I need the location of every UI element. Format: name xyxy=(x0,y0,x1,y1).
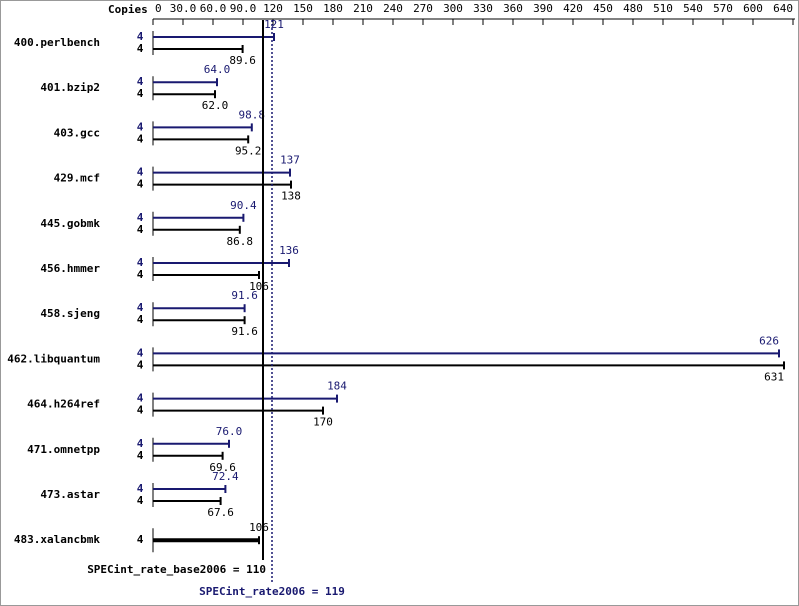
copies: 4 xyxy=(137,256,144,269)
x-tick-label: 30.0 xyxy=(170,2,197,15)
copies: 4 xyxy=(137,482,144,495)
copies: 4 xyxy=(137,392,144,405)
copies: 4 xyxy=(137,30,144,43)
category-label: 400.perlbench xyxy=(14,36,100,49)
value-label: 62.0 xyxy=(202,99,229,112)
value-label: 90.4 xyxy=(230,199,257,212)
reference-label: SPECint_rate_base2006 = 110 xyxy=(87,563,266,576)
category-label: 456.hmmer xyxy=(40,262,100,275)
copies: 4 xyxy=(137,87,144,100)
x-tick-label: 210 xyxy=(353,2,373,15)
category-label: 483.xalancbmk xyxy=(14,533,100,546)
x-tick-label: 450 xyxy=(593,2,613,15)
copies: 4 xyxy=(137,494,144,507)
category-label: 401.bzip2 xyxy=(40,81,100,94)
x-tick-label: 600 xyxy=(743,2,763,15)
x-tick-label: 390 xyxy=(533,2,553,15)
value-label: 67.6 xyxy=(207,506,234,519)
x-tick-label: 480 xyxy=(623,2,643,15)
x-tick-label: 120 xyxy=(263,2,283,15)
copies: 4 xyxy=(137,437,144,450)
x-tick-label: 90.0 xyxy=(230,2,257,15)
x-tick-label: 360 xyxy=(503,2,523,15)
category-label: 471.omnetpp xyxy=(27,443,100,456)
value-label: 136 xyxy=(279,244,299,257)
x-tick-label: 0 xyxy=(155,2,162,15)
value-label: 91.6 xyxy=(231,289,258,302)
copies: 4 xyxy=(137,404,144,417)
category-label: 429.mcf xyxy=(54,172,100,185)
copies: 4 xyxy=(137,346,144,359)
copies: 4 xyxy=(137,358,144,371)
category-label: 458.sjeng xyxy=(40,307,100,320)
value-label: 89.6 xyxy=(229,54,256,67)
reference-label: SPECint_rate2006 = 119 xyxy=(199,585,345,598)
copies: 4 xyxy=(137,132,144,145)
value-label: 184 xyxy=(327,380,347,393)
category-label: 445.gobmk xyxy=(40,217,100,230)
category-label: 464.h264ref xyxy=(27,398,100,411)
copies: 4 xyxy=(137,211,144,224)
copies-header: Copies xyxy=(108,3,148,16)
value-label: 106 xyxy=(249,521,269,534)
value-label: 121 xyxy=(264,18,284,31)
x-tick-label: 570 xyxy=(713,2,733,15)
copies: 4 xyxy=(137,223,144,236)
copies: 4 xyxy=(137,166,144,179)
x-tick-label: 180 xyxy=(323,2,343,15)
copies: 4 xyxy=(137,533,144,546)
category-label: 473.astar xyxy=(40,488,100,501)
x-tick-label: 270 xyxy=(413,2,433,15)
x-tick-label: 330 xyxy=(473,2,493,15)
copies: 4 xyxy=(137,313,144,326)
category-label: 462.libquantum xyxy=(7,352,100,365)
copies: 4 xyxy=(137,42,144,55)
value-label: 91.6 xyxy=(231,325,258,338)
x-tick-label: 150 xyxy=(293,2,313,15)
x-tick-label: 60.0 xyxy=(200,2,227,15)
copies: 4 xyxy=(137,178,144,191)
x-tick-label: 540 xyxy=(683,2,703,15)
value-label: 170 xyxy=(313,416,333,429)
value-label: 64.0 xyxy=(204,63,231,76)
copies: 4 xyxy=(137,268,144,281)
x-tick-label: 640 xyxy=(773,2,793,15)
value-label: 69.6 xyxy=(209,461,236,474)
x-tick-label: 420 xyxy=(563,2,583,15)
value-label: 98.8 xyxy=(239,108,266,121)
x-tick-label: 510 xyxy=(653,2,673,15)
value-label: 137 xyxy=(280,154,300,167)
value-label: 86.8 xyxy=(227,235,254,248)
value-label: 76.0 xyxy=(216,425,243,438)
value-label: 138 xyxy=(281,190,301,203)
copies: 4 xyxy=(137,301,144,314)
value-label: 631 xyxy=(764,370,784,383)
copies: 4 xyxy=(137,120,144,133)
copies: 4 xyxy=(137,75,144,88)
category-label: 403.gcc xyxy=(54,126,100,139)
value-label: 72.4 xyxy=(212,470,239,483)
copies: 4 xyxy=(137,449,144,462)
value-label: 95.2 xyxy=(235,144,262,157)
x-tick-label: 240 xyxy=(383,2,403,15)
value-label: 626 xyxy=(759,334,779,347)
x-tick-label: 300 xyxy=(443,2,463,15)
